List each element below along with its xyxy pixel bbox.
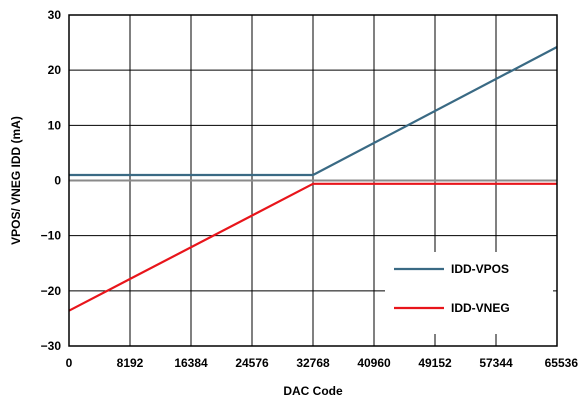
- series-line-idd-vpos: [69, 46, 558, 177]
- x-tick-label: 8192: [117, 356, 144, 370]
- y-tick-label: 30: [48, 8, 62, 22]
- y-tick-label: 20: [48, 63, 62, 77]
- series-lines: [68, 46, 558, 312]
- y-tick-label: 0: [54, 174, 61, 188]
- x-tick-label: 16384: [174, 356, 208, 370]
- legend-label-idd-vneg: IDD-VNEG: [451, 301, 510, 315]
- y-tick-label: −30: [41, 339, 62, 353]
- y-tick-label: −10: [41, 229, 62, 243]
- y-axis-tick-labels: 30 20 10 0 −10 −20 −30: [41, 8, 62, 353]
- series-line-idd-vneg: [68, 182, 557, 312]
- legend: IDD-VPOS IDD-VNEG: [385, 252, 553, 334]
- x-tick-label: 57344: [479, 356, 513, 370]
- plot-area-frame: [68, 14, 558, 347]
- legend-background: [385, 252, 553, 334]
- y-tick-label: 10: [48, 118, 62, 132]
- x-tick-label: 0: [66, 356, 73, 370]
- x-axis-tick-labels: 0 8192 16384 24576 32768 40960 49152 57344 65536: [66, 356, 579, 370]
- x-tick-label: 24576: [235, 356, 269, 370]
- x-tick-label: 40960: [357, 356, 391, 370]
- x-tick-label: 49152: [418, 356, 452, 370]
- x-tick-label: 65536: [545, 356, 579, 370]
- x-tick-label: 32768: [296, 356, 330, 370]
- y-tick-label: −20: [41, 284, 62, 298]
- legend-label-idd-vpos: IDD-VPOS: [451, 262, 509, 276]
- x-axis-title: DAC Code: [283, 384, 343, 398]
- y-axis-title: VPOS/ VNEG IDD (mA): [9, 116, 23, 245]
